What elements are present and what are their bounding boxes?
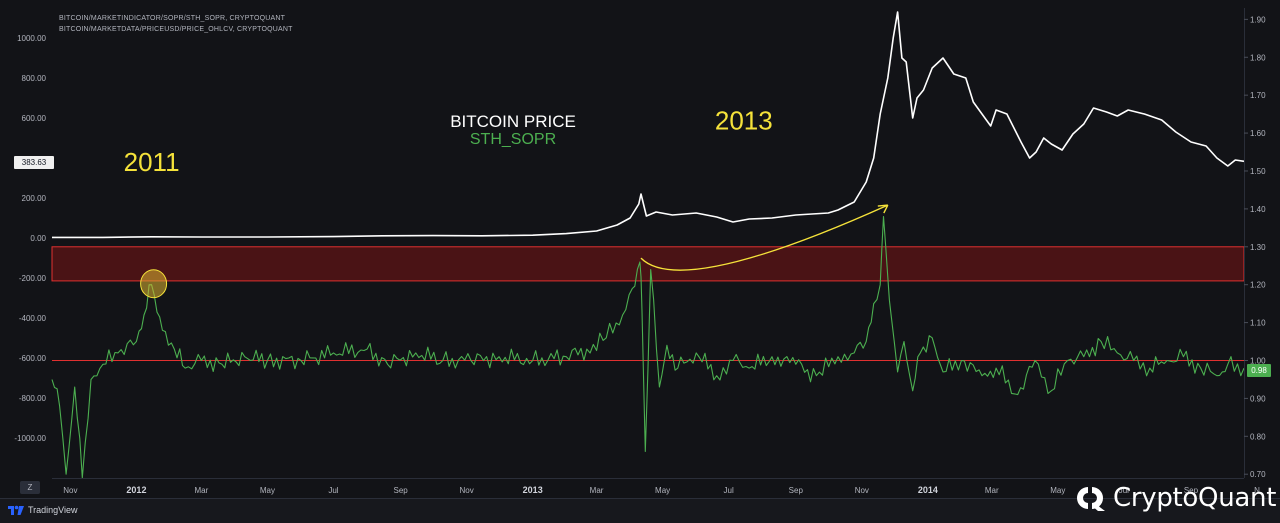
sopr-series-layer <box>51 215 1245 479</box>
cryptoquant-logo: CryptoQuant <box>1075 481 1276 515</box>
x-axis-tick-label: Mar <box>985 486 999 495</box>
left-axis-tick-label: -800.00 <box>19 394 47 403</box>
right-axis-tick-label: 1.10 <box>1250 319 1266 328</box>
tradingview-label: TradingView <box>28 505 78 515</box>
left-axis-tick-label: 600.00 <box>22 114 47 123</box>
left-axis-tick-label: 0.00 <box>30 234 46 243</box>
legend-item-price: BITCOIN PRICE <box>450 112 576 131</box>
x-axis-tick-label: May <box>1050 486 1065 495</box>
annotation-arrow <box>640 204 889 271</box>
x-axis-tick-label: Jul <box>328 486 338 495</box>
price-last-value-badge: 383.63 <box>14 156 54 169</box>
x-axis-tick-label: Nov <box>63 486 77 495</box>
right-axis-tick-label: 0.90 <box>1250 394 1266 403</box>
legend-item-sopr: STH_SOPR <box>470 131 556 148</box>
footer-bar <box>0 498 1280 523</box>
price-series-layer <box>52 11 1245 239</box>
right-axis-tick-label: 1.60 <box>1250 129 1266 138</box>
annotation-layer: 2011 2013 <box>124 105 889 299</box>
right-axis-tick-label: 1.00 <box>1250 357 1266 366</box>
bitcoin-price-line <box>52 11 1245 239</box>
x-axis-tick-label: Jul <box>724 486 734 495</box>
x-axis-tick-label: Mar <box>590 486 604 495</box>
plot-background <box>52 8 1244 478</box>
x-axis-tick-label: Nov <box>460 486 474 495</box>
right-axis-tick-label: 0.70 <box>1250 470 1266 479</box>
x-axis-tick-label: Sep <box>789 486 804 495</box>
x-axis-tick-label: 2014 <box>918 485 938 495</box>
source-label-price: BITCOIN/MARKETDATA/PRICEUSD/PRICE_OHLCV,… <box>59 26 293 33</box>
cryptoquant-icon <box>1077 487 1105 511</box>
left-axis-tick-label: 800.00 <box>22 74 47 83</box>
right-axis-tick-label: 1.50 <box>1250 167 1266 176</box>
timezone-button[interactable]: Z <box>20 481 40 494</box>
x-axis-tick-label: Sep <box>393 486 408 495</box>
x-axis-tick-label: Nov <box>855 486 869 495</box>
right-axis-tick-label: 1.90 <box>1250 15 1266 24</box>
right-axis-tick-label: 1.40 <box>1250 205 1266 214</box>
x-axis-tick-label: May <box>655 486 670 495</box>
x-axis-tick-label: Sep <box>1184 486 1199 495</box>
left-axis-tick-label: 200.00 <box>22 194 47 203</box>
left-axis-tick-label: 1000.00 <box>17 34 46 43</box>
right-axis-tick-label: 1.20 <box>1250 281 1266 290</box>
right-axis-tick-label: 1.70 <box>1250 91 1266 100</box>
source-label-sopr: BITCOIN/MARKETINDICATOR/SOPR/STH_SOPR, C… <box>59 15 286 22</box>
right-axis-tick-label: 1.80 <box>1250 53 1266 62</box>
right-sopr-axis[interactable]: 1.90 1.80 1.70 1.60 1.50 1.40 1.30 1.20 1.10 1.00… <box>1244 8 1266 479</box>
x-axis-tick-label: Jul <box>1119 486 1129 495</box>
left-axis-tick-label: -1000.00 <box>14 434 46 443</box>
annotation-circle-marker <box>140 269 168 299</box>
annotation-arrow-head <box>877 204 889 214</box>
right-axis-tick-label: 0.80 <box>1250 432 1266 441</box>
sopr-last-value-badge: 0.98 <box>1247 364 1271 377</box>
x-axis-tick-label: May <box>260 486 275 495</box>
x-axis-tick-label: N <box>1254 486 1260 495</box>
x-axis-tick-label: 2013 <box>523 485 543 495</box>
annotation-year-label: 2013 <box>715 105 773 135</box>
left-axis-tick-label: -400.00 <box>19 314 47 323</box>
left-axis-tick-label: -600.00 <box>19 354 47 363</box>
x-axis-tick-label: Mar <box>195 486 209 495</box>
right-axis-tick-label: 1.30 <box>1250 243 1266 252</box>
x-axis-tick-label: 2012 <box>126 485 146 495</box>
sth-sopr-line <box>51 215 1245 479</box>
tradingview-icon <box>8 505 24 515</box>
annotation-year-label: 2011 <box>124 147 180 177</box>
time-axis[interactable]: Nov 2012 Mar May Jul Sep Nov 2013 Mar May Jul Sep No… <box>52 478 1260 496</box>
cryptoquant-label: CryptoQuant <box>1113 483 1277 513</box>
left-axis-tick-label: -200.00 <box>19 274 47 283</box>
left-price-axis[interactable]: 1000.00 800.00 600.00 200.00 0.00 -200.00 -400… <box>14 34 46 443</box>
tradingview-logo[interactable]: TradingView <box>8 503 78 517</box>
